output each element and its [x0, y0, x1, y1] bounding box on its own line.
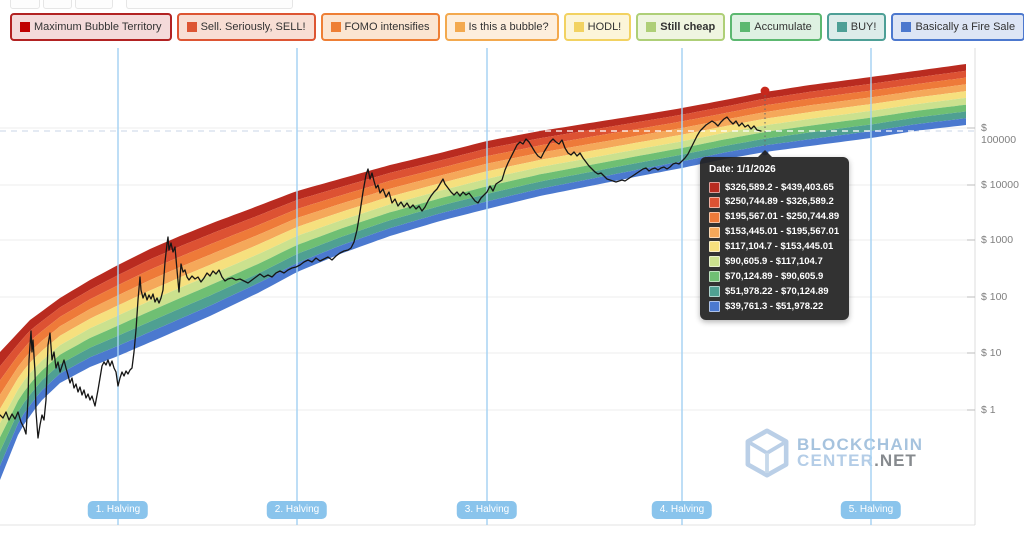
tooltip-range: $39,761.3 - $51,978.22: [725, 301, 823, 313]
tooltip-swatch: [709, 227, 720, 238]
bitcoin-rainbow-chart: Maximum Bubble Territory Sell. Seriously,…: [0, 0, 1024, 541]
tooltip-range: $117,104.7 - $153,445.01: [725, 241, 833, 253]
tooltip-row-0: $326,589.2 - $439,403.65: [709, 182, 839, 194]
tooltip-range: $326,589.2 - $439,403.65: [725, 182, 834, 194]
tooltip-swatch: [709, 256, 720, 267]
tooltip-swatch: [709, 212, 720, 223]
top-edge-button-3[interactable]: [75, 0, 113, 9]
y-axis-label: $ 10000: [981, 179, 1019, 191]
legend-label: Basically a Fire Sale: [915, 21, 1015, 33]
halving-badge: 1. Halving: [88, 501, 148, 519]
halving-badge: 4. Halving: [652, 501, 712, 519]
legend-item-1[interactable]: Sell. Seriously, SELL!: [177, 13, 316, 41]
tooltip-range: $90,605.9 - $117,104.7: [725, 256, 823, 268]
legend-swatch: [837, 22, 847, 32]
legend-swatch: [331, 22, 341, 32]
legend-label: Is this a bubble?: [469, 21, 549, 33]
halving-badge: 3. Halving: [457, 501, 517, 519]
tooltip-date: Date: 1/1/2026: [709, 164, 839, 177]
tooltip-row-3: $153,445.01 - $195,567.01: [709, 226, 839, 238]
legend-item-7[interactable]: BUY!: [827, 13, 887, 41]
tooltip-row-5: $90,605.9 - $117,104.7: [709, 256, 839, 268]
tooltip-swatch: [709, 182, 720, 193]
tooltip-arrow: [758, 150, 772, 157]
tooltip-range: $195,567.01 - $250,744.89: [725, 211, 839, 223]
legend-label: HODL!: [588, 21, 622, 33]
legend: Maximum Bubble Territory Sell. Seriously,…: [10, 13, 1024, 41]
legend-swatch: [455, 22, 465, 32]
legend-swatch: [901, 22, 911, 32]
legend-swatch: [20, 22, 30, 32]
legend-swatch: [740, 22, 750, 32]
tooltip-row-1: $250,744.89 - $326,589.2: [709, 196, 839, 208]
tooltip-row-8: $39,761.3 - $51,978.22: [709, 301, 839, 313]
tooltip-row-6: $70,124.89 - $90,605.9: [709, 271, 839, 283]
legend-label: FOMO intensifies: [345, 21, 430, 33]
legend-swatch: [574, 22, 584, 32]
legend-swatch: [187, 22, 197, 32]
legend-item-5[interactable]: Still cheap: [636, 13, 725, 41]
halving-badge: 5. Halving: [841, 501, 901, 519]
legend-label: Maximum Bubble Territory: [34, 21, 162, 33]
hover-tooltip: Date: 1/1/2026 $326,589.2 - $439,403.65 $…: [700, 157, 849, 320]
legend-item-0[interactable]: Maximum Bubble Territory: [10, 13, 172, 41]
tooltip-swatch: [709, 241, 720, 252]
chart-svg[interactable]: [0, 0, 1024, 541]
legend-item-4[interactable]: HODL!: [564, 13, 632, 41]
legend-item-8[interactable]: Basically a Fire Sale: [891, 13, 1024, 41]
legend-label: Accumulate: [754, 21, 811, 33]
tooltip-swatch: [709, 271, 720, 282]
tooltip-swatch: [709, 197, 720, 208]
tooltip-swatch: [709, 286, 720, 297]
tooltip-range: $70,124.89 - $90,605.9: [725, 271, 823, 283]
y-axis-label: $ 1000: [981, 234, 1013, 246]
y-axis-label: $ 100: [981, 291, 1007, 303]
tooltip-row-4: $117,104.7 - $153,445.01: [709, 241, 839, 253]
legend-label: Still cheap: [660, 21, 715, 33]
top-edge-input[interactable]: [126, 0, 293, 9]
tooltip-range: $250,744.89 - $326,589.2: [725, 196, 834, 208]
y-axis-label: $ 10: [981, 347, 1001, 359]
tooltip-swatch: [709, 301, 720, 312]
tooltip-range: $51,978.22 - $70,124.89: [725, 286, 829, 298]
legend-label: BUY!: [851, 21, 877, 33]
hover-dot-top: [761, 87, 770, 96]
y-axis-label: $ 100000: [981, 122, 1024, 146]
tooltip-row-2: $195,567.01 - $250,744.89: [709, 211, 839, 223]
tooltip-row-7: $51,978.22 - $70,124.89: [709, 286, 839, 298]
tooltip-range: $153,445.01 - $195,567.01: [725, 226, 839, 238]
halving-badge: 2. Halving: [267, 501, 327, 519]
y-axis-label: $ 1: [981, 404, 996, 416]
legend-item-3[interactable]: Is this a bubble?: [445, 13, 559, 41]
legend-item-2[interactable]: FOMO intensifies: [321, 13, 440, 41]
legend-label: Sell. Seriously, SELL!: [201, 21, 306, 33]
top-edge-button-1[interactable]: [10, 0, 40, 9]
top-edge-button-2[interactable]: [43, 0, 72, 9]
legend-swatch: [646, 22, 656, 32]
legend-item-6[interactable]: Accumulate: [730, 13, 821, 41]
